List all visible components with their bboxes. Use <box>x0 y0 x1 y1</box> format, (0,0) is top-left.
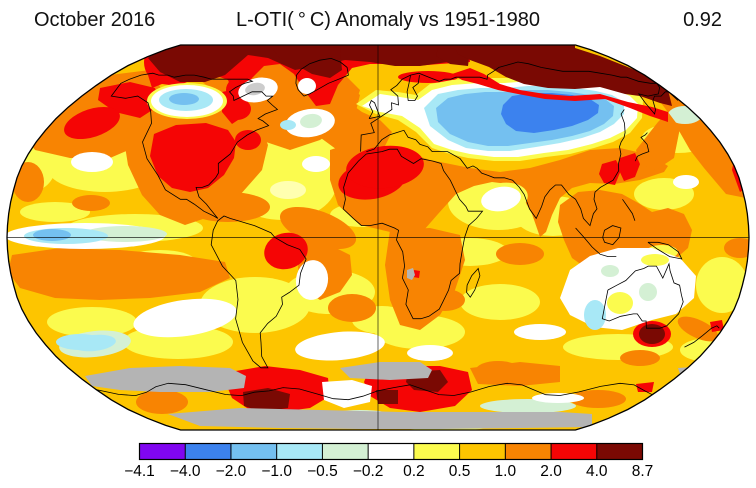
svg-text:−0.2: −0.2 <box>353 463 384 480</box>
svg-text:−4.0: −4.0 <box>170 463 201 480</box>
svg-text:4.0: 4.0 <box>586 463 608 480</box>
svg-text:0.2: 0.2 <box>403 463 425 480</box>
svg-text:October 2016: October 2016 <box>34 9 155 31</box>
svg-text:8.7: 8.7 <box>632 463 654 480</box>
svg-text:0.5: 0.5 <box>449 463 471 480</box>
svg-text:−1.0: −1.0 <box>261 463 292 480</box>
svg-text:−2.0: −2.0 <box>216 463 247 480</box>
svg-text:−4.1: −4.1 <box>124 463 155 480</box>
svg-text:0.92: 0.92 <box>683 9 722 31</box>
svg-text:−0.5: −0.5 <box>307 463 338 480</box>
svg-text:L-OTI( ° C) Anomaly vs 1951-19: L-OTI( ° C) Anomaly vs 1951-1980 <box>236 9 540 31</box>
svg-text:2.0: 2.0 <box>540 463 562 480</box>
svg-text:1.0: 1.0 <box>495 463 517 480</box>
